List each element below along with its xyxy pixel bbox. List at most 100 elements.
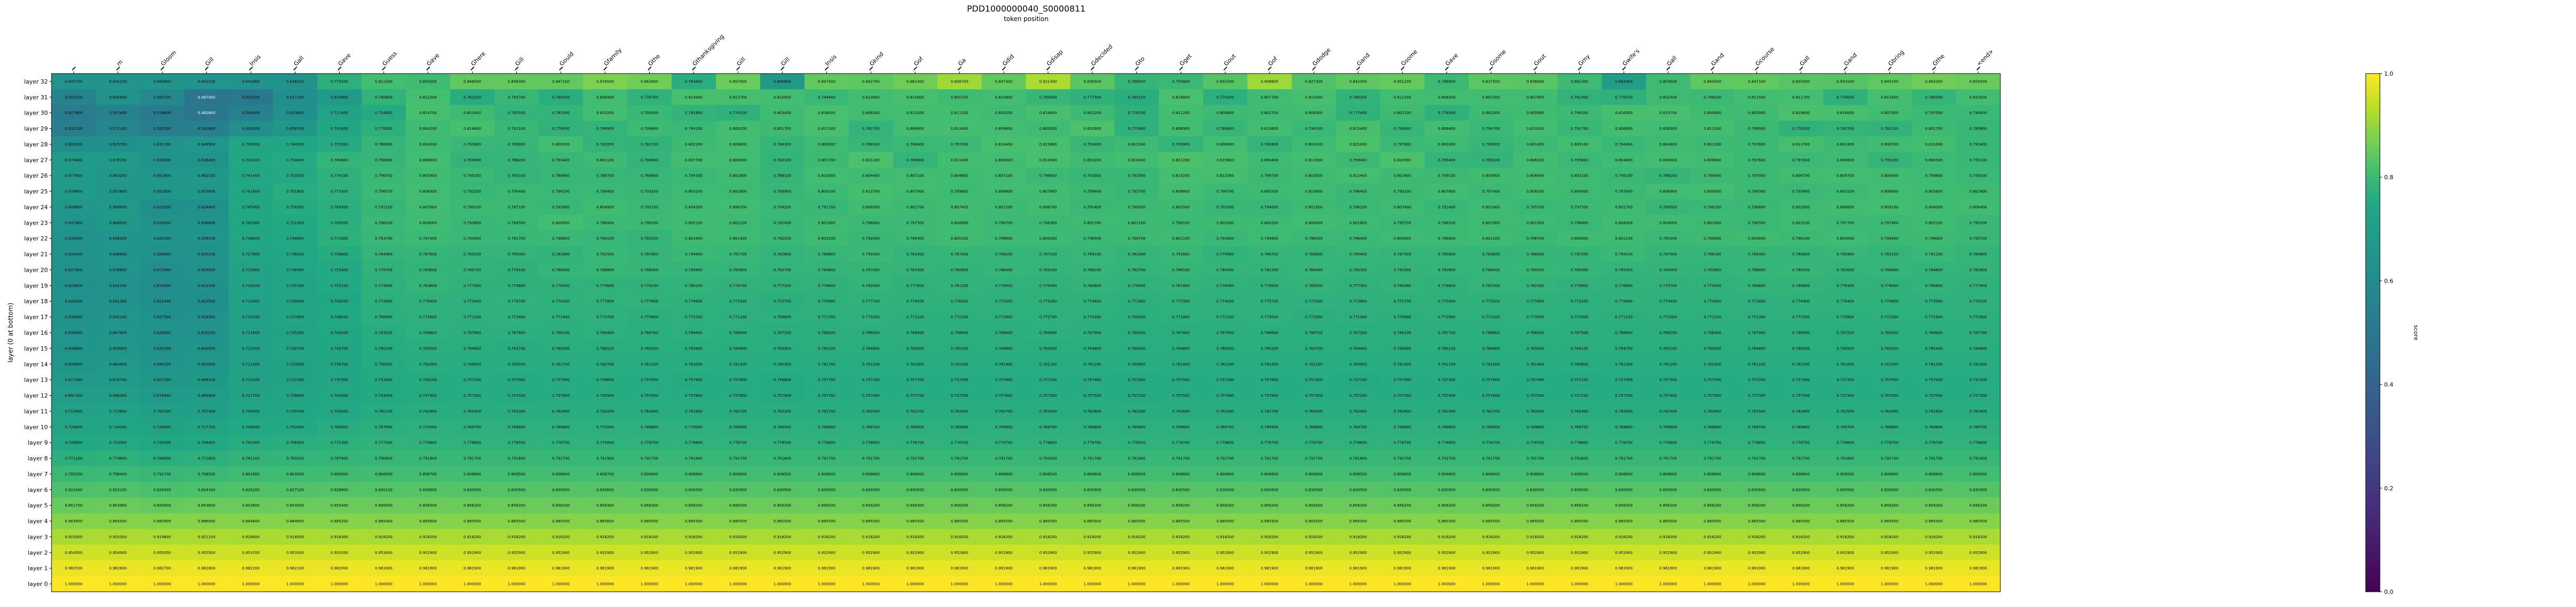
heatmap-cell (1513, 246, 1558, 263)
cell-value-label: 0.783000 (1836, 268, 1854, 272)
cell-value-label: 0.532300 (154, 127, 171, 131)
heatmap-cell (406, 246, 451, 263)
heatmap-cell (1823, 230, 1868, 247)
heatmap-cell (1867, 293, 1912, 310)
heatmap-cell (96, 214, 140, 231)
cell-value-label: 0.769800 (1615, 425, 1632, 429)
cell-value-label: 0.754800 (375, 111, 392, 115)
cell-value-label: 0.801200 (995, 205, 1013, 209)
heatmap-cell (804, 199, 849, 215)
cell-value-label: 0.952900 (1704, 551, 1721, 555)
heatmap-cell (1026, 214, 1071, 231)
heatmap-cell (893, 105, 938, 121)
cell-value-label: 0.801300 (1571, 79, 1588, 84)
cell-value-label: 0.778700 (950, 441, 968, 445)
cell-value-label: 0.776400 (419, 300, 436, 304)
heatmap-cell (184, 183, 229, 200)
heatmap-cell (1247, 246, 1292, 263)
y-tick-label: layer 8 (28, 455, 48, 462)
heatmap-cell (671, 136, 717, 152)
heatmap-cell (1867, 168, 1912, 184)
heatmap-cell (52, 105, 96, 121)
heatmap-cell (450, 214, 495, 231)
cell-value-label: 0.774000 (1836, 95, 1854, 99)
heatmap-cell (1823, 105, 1868, 121)
cell-value-label: 0.981900 (862, 567, 880, 571)
cell-value-label: 0.792100 (508, 127, 525, 131)
heatmap-cell (937, 89, 982, 106)
heatmap-cell (1070, 293, 1115, 310)
cell-value-label: 0.802300 (1482, 111, 1499, 115)
cell-value-label: 0.621400 (154, 300, 171, 304)
heatmap-cell (1601, 183, 1647, 200)
cell-value-label: 0.765200 (1261, 346, 1278, 351)
x-axis-label: token position (1004, 15, 1049, 23)
cell-value-label: 0.845100 (1881, 79, 1898, 84)
heatmap-cell (1247, 183, 1292, 200)
cell-value-label: 0.820900 (1394, 158, 1411, 162)
cell-value-label: 0.770000 (419, 425, 436, 429)
cell-value-label: 0.795200 (464, 174, 481, 178)
cell-value-label: 0.806500 (862, 205, 880, 209)
heatmap-cell (1867, 105, 1912, 121)
cell-value-label: 0.791700 (1881, 457, 1898, 461)
cell-value-label: 0.884600 (242, 519, 259, 523)
cell-value-label: 0.765100 (1438, 346, 1455, 351)
heatmap-cell (1956, 136, 2001, 152)
heatmap-cell (715, 136, 761, 152)
cell-value-label: 0.808600 (950, 472, 968, 476)
cell-value-label: 0.757600 (729, 394, 747, 398)
heatmap-cells: 0.642700 0.642100 0.643900 0.642100 0.642900… (52, 74, 2001, 592)
cell-value-label: 0.793600 (464, 221, 481, 225)
heatmap-cell (1646, 152, 1691, 168)
cell-value-label: 0.642900 (242, 79, 259, 84)
y-tick-label: layer 29 (24, 126, 48, 132)
heatmap-cell (1778, 183, 1824, 200)
heatmap-cell (760, 183, 805, 200)
heatmap-cell (317, 136, 362, 152)
cell-value-label: 0.801400 (1836, 142, 1854, 147)
cell-value-label: 0.785200 (1881, 158, 1898, 162)
cell-value-label: 0.795100 (1615, 174, 1632, 178)
cell-value-label: 0.771900 (1128, 300, 1145, 304)
cell-value-label: 0.885500 (773, 519, 791, 523)
heatmap-cell (671, 168, 717, 184)
cell-value-label: 0.810400 (1128, 158, 1145, 162)
cell-value-label: 0.801300 (1704, 142, 1721, 147)
cell-value-label: 0.786200 (773, 142, 791, 147)
cell-value-label: 0.782100 (1881, 127, 1898, 131)
cell-value-label: 0.666800 (773, 79, 791, 84)
cell-value-label: 0.787800 (641, 252, 658, 256)
cell-value-label: 0.799600 (995, 236, 1013, 241)
cell-value-label: 0.856200 (1172, 503, 1190, 508)
cell-value-label: 0.796500 (1748, 221, 1765, 225)
cell-value-label: 0.741600 (242, 190, 259, 194)
cell-value-label: 0.856200 (729, 503, 747, 508)
cell-value-label: 0.783100 (773, 158, 791, 162)
cell-value-label: 0.785200 (464, 252, 481, 256)
cell-value-label: 0.809200 (552, 142, 569, 147)
cell-value-label: 0.796100 (1704, 205, 1721, 209)
cell-value-label: 0.772000 (1659, 315, 1677, 320)
cell-value-label: 0.764800 (685, 79, 702, 84)
cell-value-label: 0.778600 (862, 441, 880, 445)
cell-value-label: 0.799700 (1261, 174, 1278, 178)
cell-value-label: 0.750500 (331, 409, 348, 414)
heatmap-cell (140, 105, 185, 121)
cell-value-label: 0.762300 (508, 409, 525, 414)
colorbar-tick-label: 0.0 (2384, 589, 2394, 595)
cell-value-label: 0.770900 (1394, 315, 1411, 320)
cell-value-label: 0.765000 (1527, 346, 1544, 351)
cell-value-label: 0.738600 (242, 236, 259, 241)
cell-value-label: 0.711800 (242, 331, 259, 335)
cell-value-label: 0.783200 (596, 142, 614, 147)
heatmap-cell (1823, 199, 1868, 215)
cell-value-label: 0.809500 (1704, 190, 1721, 194)
cell-value-label: 0.712700 (242, 346, 259, 351)
cell-value-label: 0.797000 (1792, 158, 1810, 162)
cell-value-label: 0.752100 (331, 284, 348, 288)
cell-value-label: 0.791700 (1659, 457, 1677, 461)
cell-value-label: 0.768100 (1394, 331, 1411, 335)
heatmap-cell (937, 136, 982, 152)
cell-value-label: 0.855400 (331, 503, 348, 508)
